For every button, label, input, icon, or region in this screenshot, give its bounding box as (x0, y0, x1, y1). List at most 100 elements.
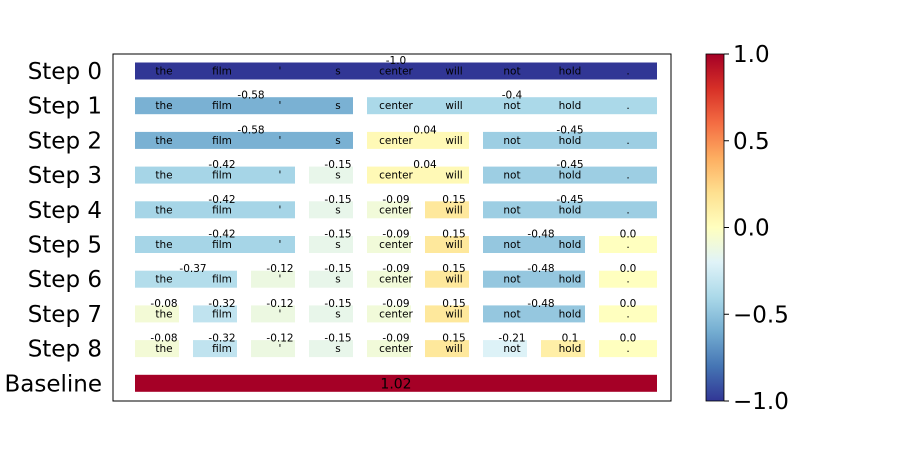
segment-bar (135, 236, 295, 253)
segment-bar (483, 166, 657, 184)
row-label-step-7: Step 7 (28, 302, 102, 328)
segment-bar (483, 270, 585, 288)
segment-value-label: -0.32 (208, 333, 235, 345)
segment-bar (599, 236, 657, 253)
token-not: not (503, 100, 520, 112)
segment-bar (483, 201, 657, 219)
token-s: s (335, 170, 340, 182)
token-not: not (503, 66, 520, 78)
token-will: will (445, 66, 462, 78)
segment-value-label: 0.15 (442, 229, 465, 241)
token-punct: . (626, 170, 629, 182)
token-s: s (335, 274, 340, 286)
row-label-step-2: Step 2 (28, 128, 102, 154)
segment-value-label: -0.08 (150, 333, 177, 345)
colorbar-tick-label: −1.0 (733, 389, 789, 415)
token-will: will (445, 308, 462, 320)
token-center: center (379, 343, 413, 355)
token-hold: hold (559, 204, 582, 216)
token-hold: hold (559, 308, 582, 320)
segment-bar (135, 131, 353, 149)
token-the: the (155, 239, 172, 251)
segment-bar (135, 340, 179, 358)
token-punct: ' (279, 274, 282, 286)
segment-value-label: -0.37 (179, 263, 206, 275)
segment-value-label: -0.42 (208, 229, 235, 241)
row-label-step-1: Step 1 (28, 94, 102, 120)
segment-value-label: -0.12 (266, 333, 293, 345)
segment-bar (251, 340, 295, 358)
segment-value-label: 0.15 (442, 333, 465, 345)
segment-value-label: -0.48 (527, 298, 554, 310)
segment-bar (483, 236, 585, 253)
token-punct: . (626, 135, 629, 147)
token-punct: . (626, 343, 629, 355)
token-hold: hold (559, 170, 582, 182)
segment-bar (135, 201, 295, 219)
segment-value-label: 0.0 (620, 333, 637, 345)
token-will: will (445, 343, 462, 355)
token-the: the (155, 100, 172, 112)
segment-value-label: -0.09 (382, 263, 409, 275)
token-punct: . (626, 66, 629, 78)
token-center: center (379, 308, 413, 320)
token-the: the (155, 204, 172, 216)
segment-bar (425, 305, 469, 323)
segment-value-label: 0.15 (442, 298, 465, 310)
token-punct: ' (279, 308, 282, 320)
baseline-bar (135, 374, 657, 392)
colorbar-tick-label: −0.5 (733, 302, 789, 328)
segment-bar (367, 270, 411, 288)
token-not: not (503, 204, 520, 216)
token-punct: ' (279, 135, 282, 147)
segment-bar (367, 305, 411, 323)
segment-bar (483, 340, 527, 358)
token-hold: hold (559, 135, 582, 147)
segment-bar (367, 201, 411, 219)
colorbar-tick-label: 0.5 (733, 129, 770, 155)
segment-value-label: -0.09 (382, 194, 409, 206)
segment-bar (599, 340, 657, 358)
token-film: film (212, 170, 232, 182)
baseline-value-label: 1.02 (380, 376, 411, 392)
token-punct: . (626, 100, 629, 112)
segment-value-label: 0.0 (620, 298, 637, 310)
token-film: film (212, 308, 232, 320)
plot-area: -1.0 the film ' s center will not hold . -0.58 -0.4… (135, 55, 657, 392)
token-the: the (155, 66, 172, 78)
token-not: not (503, 274, 520, 286)
token-punct: . (626, 204, 629, 216)
token-will: will (445, 135, 462, 147)
segment-bar (309, 305, 353, 323)
token-the: the (155, 170, 172, 182)
token-film: film (212, 100, 232, 112)
segment-bar (425, 270, 469, 288)
segment-bar (193, 340, 237, 358)
segment-value-label: -0.15 (324, 298, 351, 310)
token-hold: hold (559, 66, 582, 78)
colorbar-ticks: 1.0 0.5 0.0 −0.5 −1.0 (724, 42, 789, 415)
token-s: s (335, 343, 340, 355)
segment-bar (309, 270, 353, 288)
token-s: s (335, 100, 340, 112)
token-not: not (503, 308, 520, 320)
segment-value-label: -0.48 (527, 229, 554, 241)
token-s: s (335, 308, 340, 320)
segment-value-label: 0.0 (620, 229, 637, 241)
token-film: film (212, 204, 232, 216)
segment-bar (425, 340, 469, 358)
token-film: film (212, 343, 232, 355)
token-punct: . (626, 308, 629, 320)
segment-value-label: -0.09 (382, 229, 409, 241)
segment-bar (599, 270, 657, 288)
row-label-baseline: Baseline (4, 371, 102, 397)
segment-value-label: -0.12 (266, 298, 293, 310)
segment-value-label: -0.15 (324, 229, 351, 241)
segment-value-label: -0.32 (208, 298, 235, 310)
token-the: the (155, 343, 172, 355)
token-hold: hold (559, 274, 582, 286)
token-punct: ' (279, 343, 282, 355)
token-will: will (445, 239, 462, 251)
segment-bar (309, 236, 353, 253)
